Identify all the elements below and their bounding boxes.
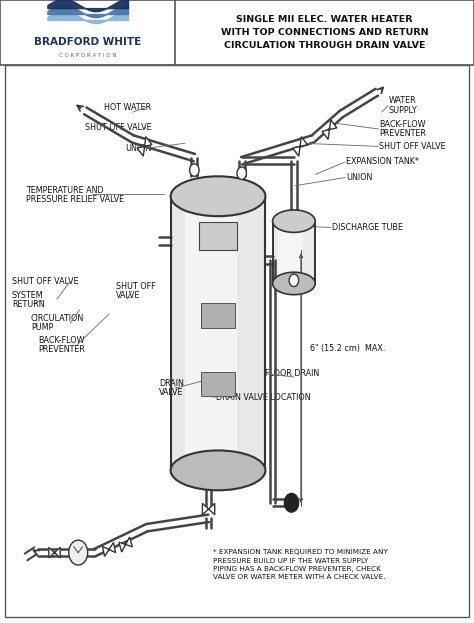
Bar bbox=[273, 221, 315, 283]
Polygon shape bbox=[202, 503, 215, 515]
Text: SINGLE MII ELEC. WATER HEATER
WITH TOP CONNECTIONS AND RETURN
CIRCULATION THROUG: SINGLE MII ELEC. WATER HEATER WITH TOP C… bbox=[221, 15, 428, 50]
Text: DISCHARGE TUBE: DISCHARGE TUBE bbox=[332, 223, 403, 232]
Text: RETURN: RETURN bbox=[12, 300, 45, 309]
Text: C O R P O R A T I O N: C O R P O R A T I O N bbox=[59, 53, 117, 58]
Text: VALVE: VALVE bbox=[159, 388, 183, 397]
Text: SHUT OFF: SHUT OFF bbox=[116, 282, 156, 291]
Text: UNION: UNION bbox=[126, 144, 152, 153]
Polygon shape bbox=[102, 543, 116, 556]
Text: VALVE: VALVE bbox=[116, 291, 141, 300]
Text: BACK-FLOW: BACK-FLOW bbox=[379, 120, 426, 129]
Bar bbox=[201, 372, 235, 396]
Polygon shape bbox=[137, 136, 152, 156]
Text: PRESSURE RELIEF VALVE: PRESSURE RELIEF VALVE bbox=[26, 195, 124, 204]
Bar bbox=[201, 303, 235, 328]
Ellipse shape bbox=[171, 176, 265, 216]
Bar bbox=[185, 196, 237, 470]
Ellipse shape bbox=[171, 450, 265, 490]
Text: SHUT OFF VALVE: SHUT OFF VALVE bbox=[85, 123, 152, 132]
Bar bbox=[0, 0, 474, 65]
Circle shape bbox=[69, 540, 88, 565]
Circle shape bbox=[237, 167, 246, 179]
Text: UNION: UNION bbox=[346, 173, 373, 182]
Text: PUMP: PUMP bbox=[31, 323, 53, 332]
Text: WATER: WATER bbox=[389, 97, 416, 105]
Circle shape bbox=[289, 274, 299, 287]
Polygon shape bbox=[49, 548, 60, 558]
Bar bbox=[199, 222, 237, 250]
Bar bbox=[171, 196, 265, 470]
Text: PREVENTER: PREVENTER bbox=[38, 345, 85, 354]
Circle shape bbox=[284, 493, 299, 512]
Ellipse shape bbox=[273, 210, 315, 232]
Text: SHUT OFF VALVE: SHUT OFF VALVE bbox=[12, 277, 79, 286]
Text: CIRCULATION: CIRCULATION bbox=[31, 315, 84, 323]
Text: TEMPERATURE AND: TEMPERATURE AND bbox=[26, 186, 104, 194]
Text: DRAIN: DRAIN bbox=[159, 379, 183, 388]
Ellipse shape bbox=[273, 272, 315, 295]
Text: FLOOR DRAIN: FLOOR DRAIN bbox=[265, 369, 319, 378]
Text: PREVENTER: PREVENTER bbox=[379, 129, 426, 138]
Text: SHUT OFF VALVE: SHUT OFF VALVE bbox=[379, 142, 446, 151]
Polygon shape bbox=[292, 136, 308, 156]
Text: 6" (15.2 cm)  MAX.: 6" (15.2 cm) MAX. bbox=[310, 345, 386, 353]
Text: DRAIN VALVE LOCATION: DRAIN VALVE LOCATION bbox=[216, 393, 310, 402]
Text: BACK-FLOW: BACK-FLOW bbox=[38, 336, 84, 345]
Text: * EXPANSION TANK REQUIRED TO MINIMIZE ANY
PRESSURE BUILD UP IF THE WATER SUPPLY
: * EXPANSION TANK REQUIRED TO MINIMIZE AN… bbox=[213, 549, 388, 580]
Text: SUPPLY: SUPPLY bbox=[389, 106, 418, 115]
Polygon shape bbox=[322, 120, 337, 140]
Bar bbox=[171, 196, 265, 470]
Text: SYSTEM: SYSTEM bbox=[12, 292, 44, 300]
Text: HOT WATER: HOT WATER bbox=[104, 103, 151, 112]
Text: BRADFORD WHITE: BRADFORD WHITE bbox=[34, 37, 141, 47]
Text: EXPANSION TANK*: EXPANSION TANK* bbox=[346, 158, 419, 166]
Bar bbox=[273, 221, 315, 283]
Bar bbox=[5, 65, 469, 617]
Polygon shape bbox=[119, 537, 132, 552]
Bar bbox=[278, 221, 303, 283]
Circle shape bbox=[190, 164, 199, 176]
